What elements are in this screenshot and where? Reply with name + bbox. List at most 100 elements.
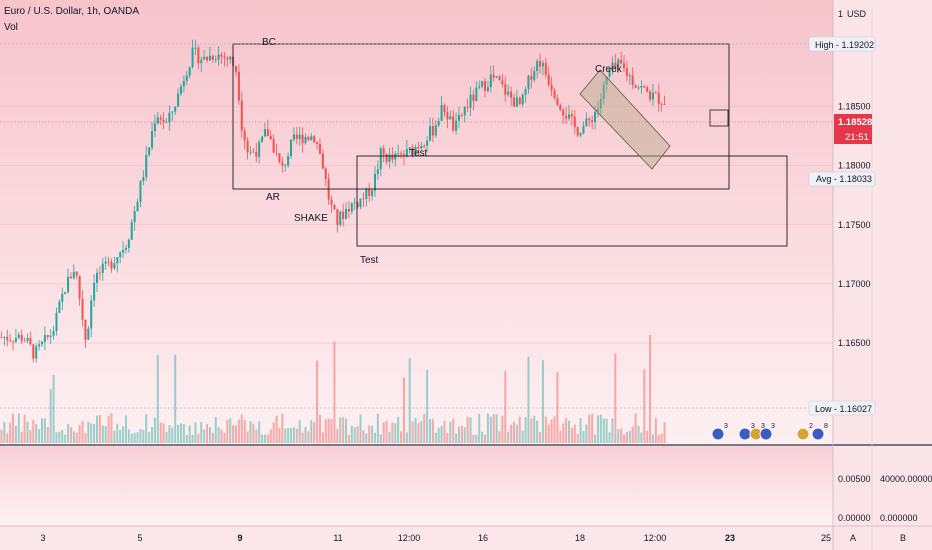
volume-bar (255, 429, 258, 443)
candle-body (278, 153, 281, 163)
volume-bar (495, 414, 498, 443)
volume-indicator-label[interactable]: Vol (4, 22, 18, 33)
flag-badge-icon[interactable] (759, 427, 773, 441)
candle-body (620, 59, 623, 64)
flag-badge-icon[interactable] (796, 427, 810, 441)
volume-bar (327, 418, 330, 443)
candle-body (295, 134, 298, 139)
candle-body (559, 104, 562, 110)
volume-bar (95, 415, 99, 443)
volume-bar (596, 415, 599, 443)
volume-bar (651, 434, 654, 443)
candle-body (475, 87, 478, 102)
candle-body (72, 271, 75, 279)
candle-body (498, 76, 501, 81)
scale-letter-a[interactable]: A (850, 533, 856, 543)
candle-body (507, 91, 510, 95)
time-tick-label: 9 (237, 533, 242, 543)
candle-body (347, 208, 350, 212)
volume-bar (599, 414, 602, 443)
candle-body (122, 249, 125, 253)
candle-body (58, 301, 61, 314)
candle-body (371, 190, 374, 196)
time-tick-label: 18 (575, 533, 585, 543)
volume-bar (550, 419, 553, 443)
candle-body (333, 204, 336, 210)
candle-body (287, 155, 290, 166)
time-tick-labels: 3 5 9 11 12:00 16 18 12:00 23 25 (40, 533, 831, 543)
volume-bar (266, 434, 269, 443)
volume-bar (402, 377, 405, 443)
candle-body (654, 92, 657, 94)
candle-body (649, 91, 652, 100)
volume-bar (394, 423, 397, 443)
volume-bar (177, 424, 180, 443)
volume-bar (336, 428, 339, 443)
volume-bar (654, 418, 657, 443)
volume-bar (634, 413, 637, 443)
volume-bar (591, 413, 594, 443)
time-axis-background[interactable] (0, 526, 833, 550)
candle-body (9, 340, 12, 341)
candle-body (182, 80, 185, 87)
label-shake: SHAKE (294, 213, 328, 224)
volume-bar (220, 429, 223, 443)
volume-bar (206, 424, 209, 443)
volume-bar (38, 429, 41, 443)
creek-channel[interactable] (579, 69, 671, 170)
last-price-marker: 1.18528 21:51 (0, 114, 872, 144)
candle-body (107, 261, 110, 263)
candle-body (625, 68, 628, 76)
volume-bar (211, 432, 214, 443)
volume-bar (605, 418, 608, 443)
low-marker: Low - 1.16027 (0, 400, 876, 416)
candle-body (417, 146, 420, 149)
event-badges[interactable]: 3 3 3 3 2 8 (711, 423, 828, 441)
candle-body (541, 62, 544, 67)
candle-body (255, 151, 258, 157)
price-tick-label: 1.16500 (838, 338, 871, 348)
main-pane-background (0, 0, 833, 445)
volume-bar (287, 428, 290, 443)
candle-body (220, 54, 223, 57)
volume-bar (660, 433, 663, 443)
candle-body (95, 272, 99, 283)
secondary-test-box[interactable] (356, 155, 788, 247)
volume-bar (197, 433, 200, 443)
volume-bar (553, 416, 556, 443)
volume-bar (40, 418, 44, 443)
volume-bar (289, 428, 293, 443)
volume-bar (316, 360, 319, 443)
candle-body (463, 106, 466, 116)
volume-bar (539, 432, 542, 443)
candle-body (307, 137, 310, 140)
price-axis-background[interactable] (833, 0, 932, 550)
flag-badge-icon[interactable] (711, 427, 725, 441)
candle-body (457, 114, 460, 121)
volume-bar (119, 429, 122, 443)
current-zone-box[interactable] (709, 109, 729, 127)
volume-bar (449, 421, 452, 443)
candle-body (252, 151, 255, 153)
volume-bar (313, 422, 316, 443)
candle-body (550, 84, 553, 91)
volume-bar (486, 413, 489, 443)
event-count: 8 (824, 423, 828, 430)
scale-letter-b[interactable]: B (900, 533, 906, 543)
candle-body (234, 66, 238, 72)
candle-body (385, 154, 388, 162)
candle-body (127, 239, 130, 249)
volume-bar (307, 431, 310, 443)
flag-badge-icon[interactable] (738, 427, 752, 441)
flag-badge-icon[interactable] (811, 427, 825, 441)
volume-bar (437, 427, 440, 443)
volume-bar (365, 433, 368, 443)
candle-body (614, 62, 617, 67)
candle-body (93, 282, 96, 301)
candle-body (426, 140, 429, 146)
candle-body (3, 337, 6, 338)
candle-body (640, 86, 643, 88)
candle-body (289, 139, 293, 156)
volume-bar (58, 431, 61, 443)
